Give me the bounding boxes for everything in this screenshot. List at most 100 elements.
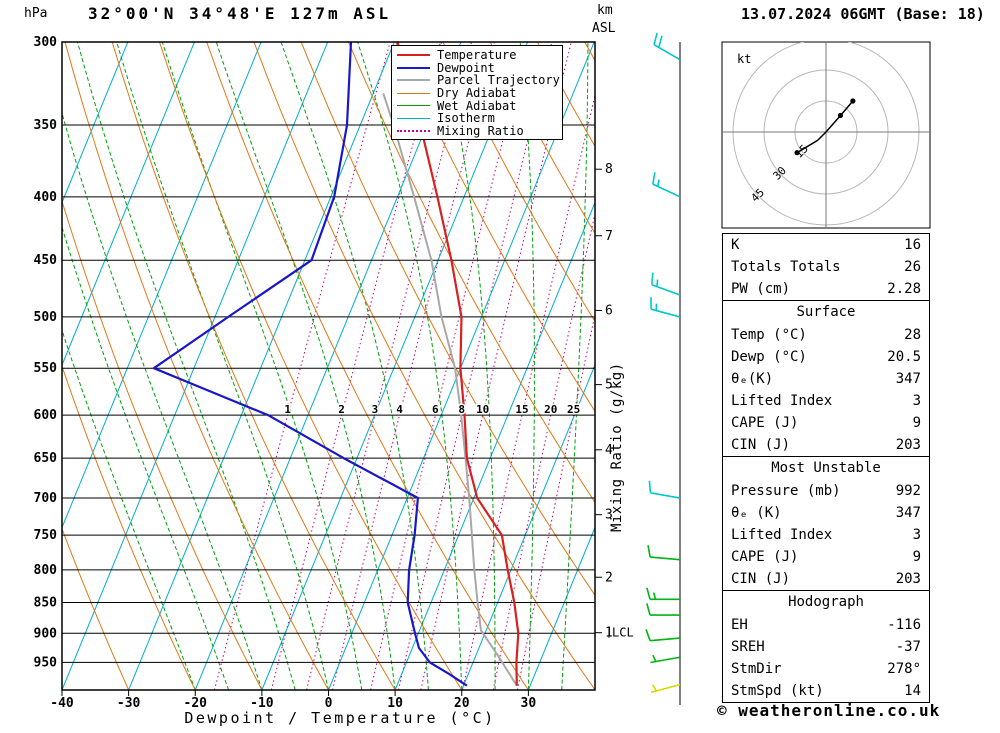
pressure-tick-labels: 300 350 400 450 500 550 600 650 700 750 800 850 900 9…: [34, 35, 58, 670]
table-row-value: 2.28: [887, 281, 921, 297]
table-row: θₑ(K) 347: [723, 368, 929, 390]
mixing-ratio-value-label: 2: [338, 403, 345, 416]
table-row-value: 14: [904, 683, 921, 699]
temperature-tick-label: -30: [117, 696, 141, 711]
table-row-label: K: [731, 237, 740, 253]
legend-item-label: Temperature: [437, 48, 517, 63]
table-row-label: Lifted Index: [731, 527, 833, 543]
table-row: Lifted Index 3: [723, 390, 929, 412]
km-tick-label: 5: [605, 378, 613, 393]
legend-item-label: Wet Adiabat: [437, 98, 517, 113]
table-row-value: 278°: [887, 661, 921, 677]
table-section-header: Hodograph: [723, 590, 929, 614]
mixing-ratio-value-label: 20: [544, 403, 557, 416]
hodograph-trace-dot: [850, 98, 856, 104]
table-row-label: θₑ (K): [731, 505, 782, 521]
indices-table: K 16 Totals Totals 26 PW (cm) 2.28 Surface Temp…: [722, 233, 930, 703]
pressure-tick-label: 900: [34, 626, 58, 641]
mixing-ratio-value-label: 8: [458, 403, 465, 416]
table-row-label: θₑ(K): [731, 371, 774, 387]
table-row-value: 16: [904, 237, 921, 253]
table-row: θₑ (K) 347: [723, 502, 929, 524]
table-row-value: 347: [895, 371, 921, 387]
legend-item: Wet Adiabat: [397, 99, 557, 112]
table-row: Dewp (°C) 20.5: [723, 346, 929, 368]
pressure-tick-label: 750: [34, 528, 58, 543]
legend-line-sample: [397, 117, 430, 119]
km-tick-label: 3: [605, 508, 613, 523]
legend-item: Dewpoint: [397, 62, 557, 75]
legend-box: Temperature Dewpoint Parcel Trajectory Dry …: [391, 45, 563, 141]
table-row-label: Temp (°C): [731, 327, 807, 343]
table-row-value: 3: [912, 393, 921, 409]
temperature-tick-label: 20: [454, 696, 470, 711]
pressure-tick-label: 950: [34, 655, 58, 670]
hodograph-trace: [796, 100, 854, 154]
legend-item-label: Dry Adiabat: [437, 86, 517, 101]
legend-line-sample: [397, 54, 430, 57]
table-row: CAPE (J) 9: [723, 412, 929, 434]
table-row-label: StmDir: [731, 661, 782, 677]
table-row-label: Dewp (°C): [731, 349, 807, 365]
temperature-axis-label: Dewpoint / Temperature (°C): [184, 709, 496, 727]
km-tick-label: 2: [605, 570, 613, 585]
table-row: K 16: [723, 234, 929, 256]
legend-line-sample: [397, 129, 430, 132]
dewpoint-curve: [152, 42, 468, 687]
table-row-label: StmSpd (kt): [731, 683, 824, 699]
table-section-header: Surface: [723, 300, 929, 324]
mixing-ratio-value-label: 10: [476, 403, 489, 416]
table-row-value: 26: [904, 259, 921, 275]
height-axis-km-label: km: [597, 3, 613, 18]
temperature-tick-label: -10: [250, 696, 274, 711]
legend-item-label: Isotherm: [437, 111, 495, 126]
table-row-label: Totals Totals: [731, 259, 841, 275]
legend-item-label: Mixing Ratio: [437, 123, 524, 138]
table-row: PW (cm) 2.28: [723, 278, 929, 300]
mixing-ratio-value-label: 3: [372, 403, 379, 416]
wind-barb: [650, 297, 681, 318]
legend-item-label: Parcel Trajectory: [437, 73, 560, 88]
table-row-value: 28: [904, 327, 921, 343]
table-row-value: 3: [912, 527, 921, 543]
temperature-tick-label: -40: [50, 696, 74, 711]
table-row-label: Pressure (mb): [731, 483, 841, 499]
table-section-header: Most Unstable: [723, 456, 929, 480]
table-row: StmDir 278°: [723, 658, 929, 680]
pressure-gridlines: [62, 124, 595, 663]
wind-barb: [646, 587, 680, 601]
mixing-ratio-value-label: 25: [567, 403, 580, 416]
legend-item: Dry Adiabat: [397, 87, 557, 100]
wind-barb: [650, 683, 681, 694]
wind-barb-column: [645, 32, 681, 705]
table-row-value: 203: [895, 571, 921, 587]
mixing-ratio-value-label: 6: [432, 403, 439, 416]
pressure-tick-label: 600: [34, 408, 58, 423]
table-row: CAPE (J) 9: [723, 546, 929, 568]
table-row-value: 9: [912, 549, 921, 565]
km-axis: 87654321LCL: [595, 162, 634, 641]
hodograph-trace-dot: [837, 112, 844, 119]
table-row: Lifted Index 3: [723, 524, 929, 546]
table-row-label: EH: [731, 617, 748, 633]
table-row-value: 20.5: [887, 349, 921, 365]
table-row-label: Lifted Index: [731, 393, 833, 409]
run-datetime-label: 13.07.2024 06GMT (Base: 18): [741, 5, 985, 23]
mixing-ratio-value-label: 1: [284, 403, 291, 416]
pressure-tick-label: 850: [34, 596, 58, 611]
km-tick-label: 8: [605, 162, 613, 177]
table-row-value: 9: [912, 415, 921, 431]
table-row-value: 203: [895, 437, 921, 453]
wind-barb: [652, 172, 681, 198]
table-row-value: 992: [895, 483, 921, 499]
legend-item: Parcel Trajectory: [397, 73, 560, 88]
temperature-curve: [396, 42, 520, 686]
km-tick-label: 6: [605, 303, 613, 318]
wind-barb: [650, 654, 681, 664]
pressure-tick-label: 350: [34, 118, 58, 133]
pressure-tick-label: 300: [34, 35, 58, 50]
legend-item: Isotherm: [397, 112, 557, 125]
